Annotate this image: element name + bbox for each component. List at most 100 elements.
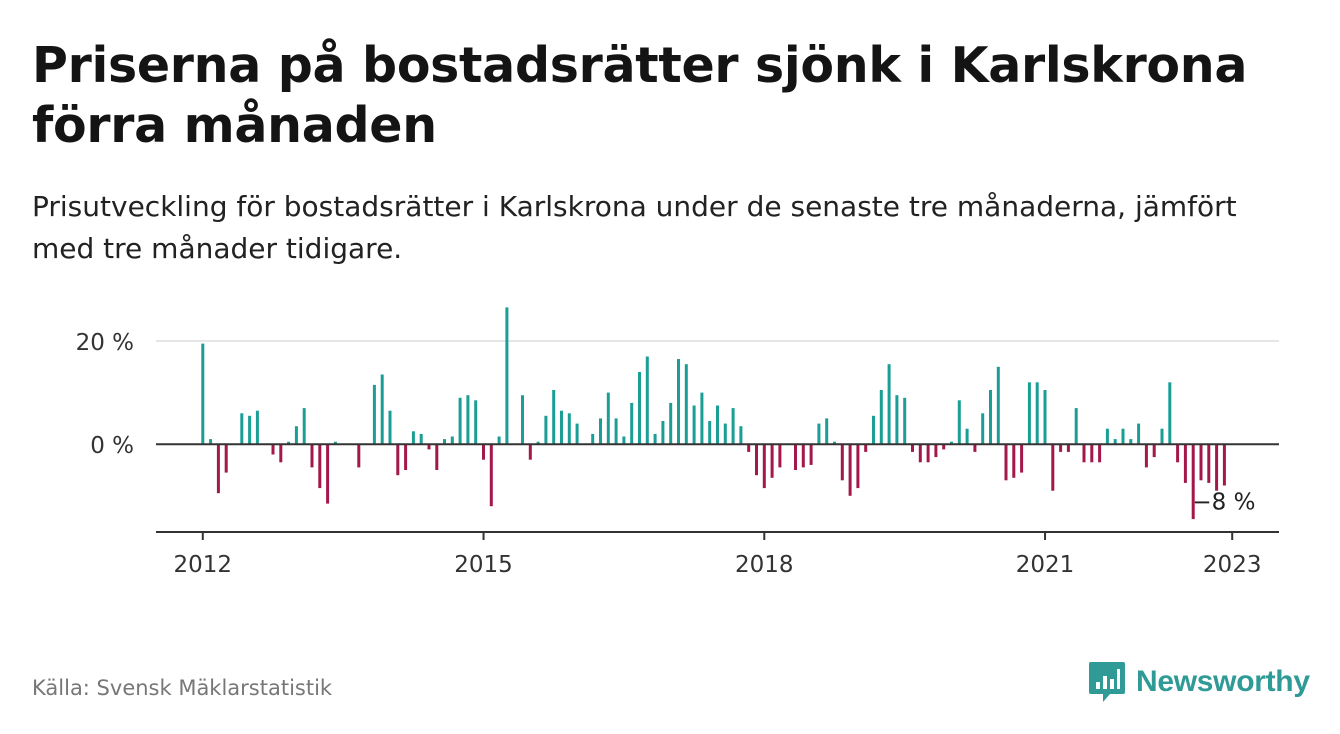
bar [435,444,439,470]
bar [903,397,907,445]
bar [310,444,314,468]
bar [271,444,275,455]
bar [1082,444,1086,463]
annotation: −8 % [1192,490,1255,516]
bar [287,441,291,445]
bar [1183,444,1187,483]
bar [965,428,969,445]
bar [536,441,540,445]
bar [731,408,735,445]
bar [981,413,985,445]
bar [856,444,860,489]
bar [1020,444,1024,473]
bar [653,433,657,445]
bar [466,395,470,445]
bar [474,400,478,445]
bar [684,364,688,445]
bar [887,364,891,445]
chart-title: Priserna på bostadsrätter sjönk i Karlsk… [32,37,1248,154]
bar [599,418,602,445]
bar [692,405,696,445]
bar [1066,444,1070,452]
bar [240,413,244,445]
bar [216,444,220,494]
annotation-label: −8 % [1192,490,1255,516]
bar [482,444,485,460]
bar [521,395,524,445]
bars [201,307,1226,520]
x-tick-label: 2015 [454,552,513,578]
bar [942,444,946,450]
bar [957,400,961,445]
x-axis-ticks: 2012 2015 2018 2021 2023 [174,532,1261,578]
bar [739,426,743,445]
bar-chart: 0 % 20 % 2012 2015 2018 2021 2023 −8 % [76,307,1279,578]
bar [801,444,805,468]
brand-name: Newsworthy [1136,665,1310,698]
bar [326,444,330,504]
bar [380,374,384,445]
bar [755,444,758,476]
x-tick-label: 2018 [735,552,794,578]
bar [1137,423,1141,445]
bar [895,395,899,445]
bar [1059,444,1063,452]
bar [1215,444,1219,491]
bar [606,392,610,445]
bar [396,444,400,476]
y-tick-label: 0 % [90,433,134,459]
x-tick-label: 2012 [174,552,233,578]
bar [567,413,571,445]
bar [489,444,493,507]
bar [770,444,774,478]
bar [638,372,641,445]
bar [333,441,337,445]
bar [575,423,579,445]
bar [669,402,673,445]
bar [840,444,844,481]
bar [357,444,361,468]
bar [614,418,618,445]
bar [809,444,813,465]
bar [302,408,306,445]
bar [255,410,259,445]
bar [248,415,252,445]
bar [1027,382,1031,445]
source-note: Källa: Svensk Mäklarstatistik [32,676,333,700]
bar [747,444,751,452]
bar [630,402,634,445]
bar [209,439,213,445]
bar [1004,444,1008,481]
bar [1043,390,1047,445]
bar [723,423,727,445]
bar [458,397,462,445]
bar [1035,382,1039,445]
bar [762,444,766,489]
bar [427,444,431,450]
bar [279,444,283,463]
bar [419,433,423,445]
bar [1098,444,1102,463]
y-tick-label: 20 % [76,330,134,356]
bar [950,441,953,445]
bar [552,390,556,445]
bar [934,444,938,458]
brand-logo[interactable]: Newsworthy [1088,660,1310,704]
bar [1160,428,1164,445]
y-axis-labels: 0 % 20 % [76,330,134,459]
bar [677,359,680,445]
bar [1168,382,1172,445]
bar [318,444,322,489]
bar [404,444,408,470]
bar [973,444,977,452]
bar [996,366,1000,445]
bar [1012,444,1016,478]
bar [716,405,719,445]
bar [450,436,454,445]
bar [700,392,704,445]
bar [645,356,649,445]
bar [989,390,992,445]
bar [505,307,509,445]
bar [294,426,298,445]
bar [918,444,922,463]
